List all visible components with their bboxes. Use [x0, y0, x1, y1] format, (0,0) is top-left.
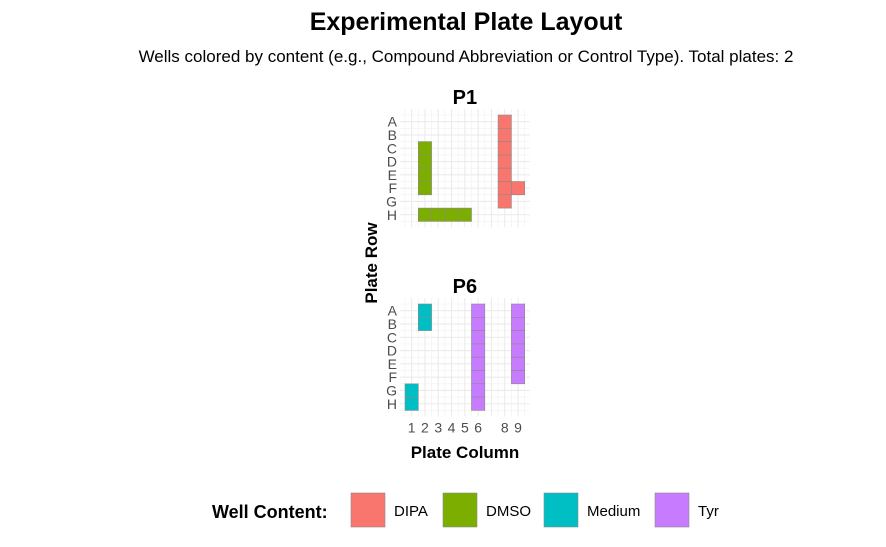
y-tick-label: B — [388, 127, 397, 143]
y-tick-label: G — [386, 193, 397, 209]
y-tick-label: C — [387, 329, 397, 345]
legend-label: Medium — [587, 503, 640, 520]
well-tyr — [511, 343, 525, 358]
well-dmso — [431, 207, 446, 222]
legend-swatch — [442, 492, 478, 528]
plate-title: P1 — [453, 87, 477, 109]
well-dmso — [417, 154, 432, 169]
well-tyr — [511, 316, 525, 331]
plate-title: P6 — [453, 276, 477, 298]
well-dipa — [497, 114, 512, 129]
y-tick-label: H — [387, 396, 397, 412]
y-tick-label: B — [388, 316, 397, 332]
well-dmso — [417, 207, 432, 222]
x-tick-label: 1 — [408, 419, 416, 435]
x-tick-label: 5 — [461, 419, 469, 435]
well-dipa — [497, 141, 512, 156]
well-tyr — [471, 370, 486, 385]
well-tyr — [471, 330, 486, 345]
y-tick-label: E — [388, 167, 397, 183]
legend-swatch — [654, 492, 690, 528]
y-tick-label: F — [388, 369, 397, 385]
well-dmso — [417, 141, 432, 156]
x-tick-label: 8 — [501, 419, 509, 435]
y-tick-label: F — [388, 180, 397, 196]
chart-title: Experimental Plate Layout — [310, 8, 623, 36]
legend-label: DMSO — [486, 503, 531, 520]
well-tyr — [511, 356, 525, 371]
legend-item-dmso: DMSO — [442, 492, 531, 528]
well-dipa — [497, 154, 512, 169]
legend-label: Tyr — [698, 503, 719, 520]
well-medium — [404, 383, 419, 398]
x-tick-label: 4 — [448, 419, 456, 435]
well-dmso — [457, 207, 472, 222]
well-tyr — [471, 343, 486, 358]
legend-item-tyr: Tyr — [654, 492, 719, 528]
legend-swatch — [350, 492, 386, 528]
y-tick-label: H — [387, 207, 397, 223]
y-tick-label: A — [388, 114, 398, 130]
well-dmso — [444, 207, 459, 222]
well-tyr — [511, 303, 525, 318]
y-axis-label: Plate Row — [362, 222, 381, 304]
well-dipa — [497, 181, 512, 196]
well-dmso — [417, 181, 432, 196]
y-tick-label: D — [387, 154, 397, 170]
legend-item-dipa: DIPA — [350, 492, 428, 528]
x-tick-label: 9 — [514, 419, 522, 435]
x-tick-label: 3 — [434, 419, 442, 435]
well-medium — [417, 316, 432, 331]
legend-label: DIPA — [394, 503, 428, 520]
legend: Well Content: DIPA DMSO Medium Tyr — [212, 492, 719, 528]
well-tyr — [511, 330, 525, 345]
well-tyr — [471, 316, 486, 331]
well-dipa — [497, 167, 512, 182]
well-tyr — [471, 383, 486, 398]
chart-subtitle: Wells colored by content (e.g., Compound… — [139, 47, 794, 66]
legend-swatch — [543, 492, 579, 528]
y-tick-label: D — [387, 343, 397, 359]
legend-item-medium: Medium — [543, 492, 640, 528]
y-tick-label: G — [386, 382, 397, 398]
x-tick-label: 2 — [421, 419, 429, 435]
well-dipa — [497, 194, 512, 209]
well-tyr — [471, 303, 486, 318]
well-tyr — [471, 396, 486, 411]
well-tyr — [471, 356, 486, 371]
well-medium — [417, 303, 432, 318]
y-tick-label: E — [388, 356, 397, 372]
y-tick-label: A — [388, 303, 398, 319]
well-dipa — [511, 181, 525, 196]
legend-title: Well Content: — [212, 502, 328, 522]
well-dmso — [417, 167, 432, 182]
x-axis-label: Plate Column — [411, 443, 520, 462]
x-tick-label: 6 — [474, 419, 482, 435]
well-tyr — [511, 370, 525, 385]
well-medium — [404, 396, 419, 411]
well-dipa — [497, 128, 512, 142]
y-tick-label: C — [387, 140, 397, 156]
